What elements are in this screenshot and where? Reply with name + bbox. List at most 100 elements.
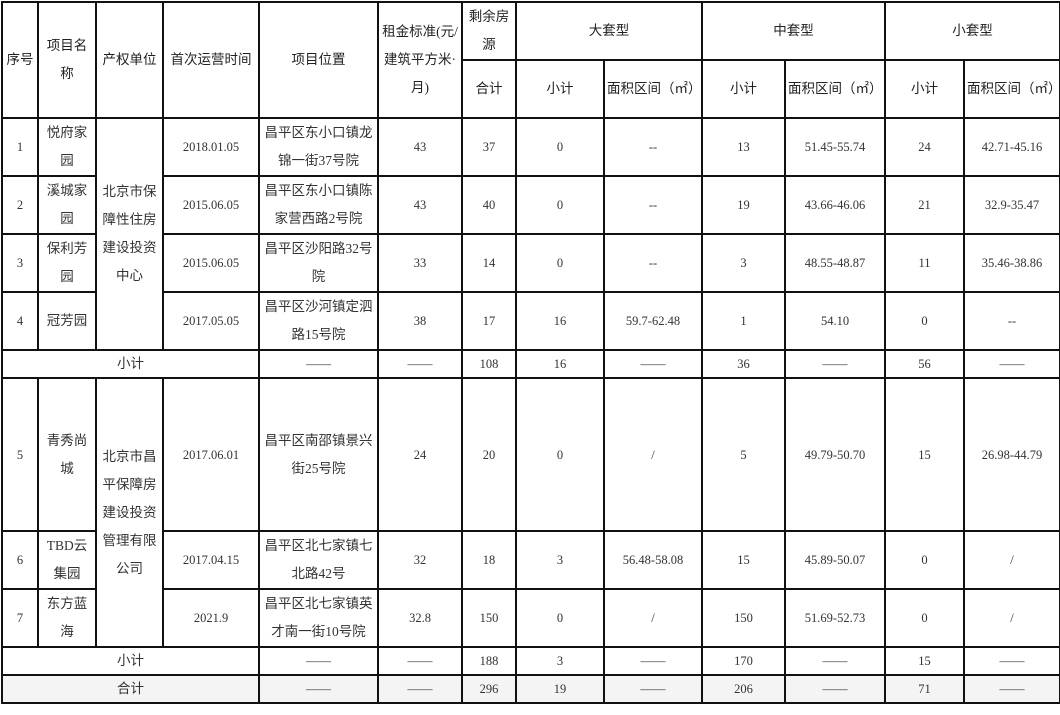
header-rent: 租金标准(元/建筑平方米·月) [377, 1, 463, 119]
cell-small-n: 56 [884, 349, 965, 379]
cell-small-n: 71 [884, 674, 965, 704]
header-small: 小套型 [884, 1, 1060, 61]
header-location: 项目位置 [258, 1, 379, 119]
cell-name: 保利芳园 [37, 233, 97, 293]
cell-large-area: 56.48-58.08 [603, 530, 703, 590]
table-row: 7 东方蓝海 2021.9 昌平区北七家镇英才南一街10号院 32.8 150 0/150 5… [1, 588, 1060, 648]
cell-rent: 38 [377, 291, 463, 351]
cell-seq: 1 [1, 117, 39, 177]
cell-small-n: 15 [884, 646, 965, 676]
row-label: 合计 [1, 674, 260, 704]
cell-location: 昌平区沙阳路32号院 [258, 233, 379, 293]
table-row: 4 冠芳园 2017.05.05 昌平区沙河镇定泗路15号院 38 17 16 59.7-62… [1, 291, 1060, 351]
header-name: 项目名称 [37, 1, 97, 119]
cell-medium-n: 5 [701, 377, 786, 532]
table-row: 5 青秀尚城 北京市昌平保障房建设投资管理有限公司 2017.06.01 昌平区南邵镇景… [1, 377, 1060, 648]
cell-rent: 43 [377, 175, 463, 235]
cell-medium-area: 43.66-46.06 [784, 175, 886, 235]
cell-medium-area: 49.79-50.70 [784, 377, 886, 532]
cell-total: 14 [461, 233, 517, 293]
cell-seq: 2 [1, 175, 39, 235]
cell-location: 昌平区南邵镇景兴街25号院 [258, 377, 379, 532]
header-first-op: 首次运营时间 [162, 1, 260, 119]
cell-first-op: 2018.01.05 [162, 117, 260, 177]
cell-rent: —— [377, 674, 463, 704]
cell-small-area: 35.46-38.86 [963, 233, 1060, 293]
cell-rent: 24 [377, 377, 463, 532]
grand-total-row: 合计 —— —— 296 19 —— 206 —— 71 —— [1, 674, 1060, 704]
cell-large-n: 3 [515, 530, 605, 590]
cell-small-area: 26.98-44.79 [963, 377, 1060, 532]
cell-name: 溪城家园 [37, 175, 97, 235]
row-label: 小计 [1, 646, 260, 676]
cell-first-op: 2017.06.01 [162, 377, 260, 532]
cell-rent: —— [377, 646, 463, 676]
cell-total: 37 [461, 117, 517, 177]
cell-total: 17 [461, 291, 517, 351]
cell-small-area: 42.71-45.16 [963, 117, 1060, 177]
cell-small-area: / [963, 530, 1060, 590]
cell-large-n: 16 [515, 291, 605, 351]
cell-first-op: 2021.9 [162, 588, 260, 648]
cell-location: —— [258, 674, 379, 704]
row-label: 小计 [1, 349, 260, 379]
header-medium: 中套型 [701, 1, 886, 61]
header-owner: 产权单位 [95, 1, 164, 119]
cell-location: 昌平区沙河镇定泗路15号院 [258, 291, 379, 351]
cell-small-n: 0 [884, 588, 965, 648]
cell-total: 40 [461, 175, 517, 235]
cell-seq: 4 [1, 291, 39, 351]
cell-location: 昌平区东小口镇陈家营西路2号院 [258, 175, 379, 235]
cell-medium-area: 51.69-52.73 [784, 588, 886, 648]
table-row: 2 溪城家园 2015.06.05 昌平区东小口镇陈家营西路2号院 43 40 0 -- 19 4… [1, 175, 1060, 235]
cell-rent: 33 [377, 233, 463, 293]
cell-medium-n: 13 [701, 117, 786, 177]
cell-small-n: 11 [884, 233, 965, 293]
cell-small-n: 0 [884, 291, 965, 351]
cell-name: 青秀尚城 [37, 377, 97, 532]
header-remaining: 剩余房源 [461, 1, 517, 61]
cell-name: 悦府家园 [37, 117, 97, 177]
cell-small-n: 24 [884, 117, 965, 177]
cell-total: 188 [461, 646, 517, 676]
cell-rent: 43 [377, 117, 463, 177]
cell-medium-area: 54.10 [784, 291, 886, 351]
cell-location: 昌平区东小口镇龙锦一街37号院 [258, 117, 379, 177]
header-medium-area: 面积区间（㎡） [784, 59, 886, 119]
cell-seq: 7 [1, 588, 39, 648]
cell-medium-n: 150 [701, 588, 786, 648]
cell-total: 18 [461, 530, 517, 590]
header-small-subtotal: 小计 [884, 59, 965, 119]
cell-medium-area: 51.45-55.74 [784, 117, 886, 177]
cell-name: TBD云集园 [37, 530, 97, 590]
cell-rent: 32.8 [377, 588, 463, 648]
header-small-area: 面积区间（㎡） [963, 59, 1060, 119]
cell-large-n: 19 [515, 674, 605, 704]
cell-large-n: 0 [515, 588, 605, 648]
cell-large-n: 0 [515, 175, 605, 235]
cell-name: 东方蓝海 [37, 588, 97, 648]
cell-medium-n: 36 [701, 349, 786, 379]
cell-large-area: / [603, 377, 703, 532]
cell-medium-n: 1 [701, 291, 786, 351]
cell-large-area: —— [603, 349, 703, 379]
cell-medium-area: —— [784, 646, 886, 676]
cell-seq: 6 [1, 530, 39, 590]
header-large-area: 面积区间（㎡） [603, 59, 703, 119]
cell-owner: 北京市昌平保障房建设投资管理有限公司 [95, 377, 164, 648]
cell-medium-area: 48.55-48.87 [784, 233, 886, 293]
cell-medium-n: 15 [701, 530, 786, 590]
header-seq: 序号 [1, 1, 39, 119]
cell-large-n: 16 [515, 349, 605, 379]
cell-large-area: -- [603, 175, 703, 235]
cell-location: 昌平区北七家镇七北路42号 [258, 530, 379, 590]
cell-total: 108 [461, 349, 517, 379]
cell-small-area: -- [963, 291, 1060, 351]
cell-large-area: -- [603, 233, 703, 293]
cell-seq: 5 [1, 377, 39, 532]
table-row: 1 悦府家园 北京市保障性住房建设投资中心 2018.01.05 昌平区东小口镇龙锦一街… [1, 117, 1060, 351]
cell-small-area: —— [963, 646, 1060, 676]
cell-large-n: 0 [515, 117, 605, 177]
cell-medium-area: —— [784, 349, 886, 379]
